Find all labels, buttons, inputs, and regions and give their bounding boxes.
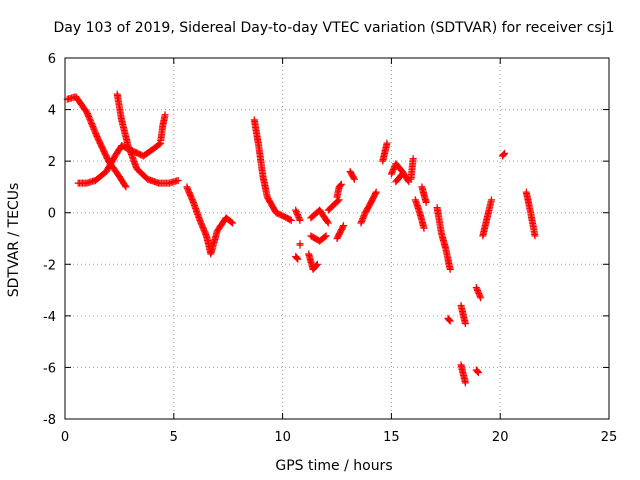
data-point	[287, 216, 295, 224]
data-point	[372, 189, 379, 197]
grid-lines	[65, 58, 609, 419]
data-point	[474, 288, 482, 296]
data-point	[323, 218, 331, 226]
x-tick-label: 25	[601, 430, 618, 445]
data-point	[473, 367, 481, 375]
data-point	[121, 182, 129, 190]
data-point	[474, 368, 482, 376]
data-point	[409, 155, 417, 163]
data-point	[156, 140, 164, 148]
data-point	[228, 218, 235, 226]
y-tick-label: 2	[48, 155, 56, 170]
y-tick-label: 4	[48, 104, 56, 119]
data-point	[322, 232, 330, 240]
data-point	[420, 224, 428, 232]
data-point	[398, 170, 406, 178]
data-point	[292, 253, 300, 261]
data-point	[122, 183, 130, 191]
data-point	[474, 369, 482, 377]
chart-title: Day 103 of 2019, Sidereal Day-to-day VTE…	[53, 20, 614, 36]
data-point	[383, 139, 391, 147]
data-point	[445, 316, 453, 324]
y-tick-label: -2	[43, 258, 56, 273]
data-point	[293, 254, 301, 262]
y-tick-label: -4	[43, 310, 56, 325]
data-point	[397, 171, 405, 179]
data-point	[446, 317, 454, 325]
data-point	[500, 150, 508, 158]
data-point	[461, 379, 469, 387]
data-point	[296, 216, 304, 224]
data-point	[461, 320, 469, 328]
data-point	[360, 212, 368, 220]
x-tick-label: 0	[61, 430, 69, 445]
data-point	[372, 188, 380, 196]
data-point	[340, 222, 347, 230]
data-point	[294, 212, 302, 220]
data-point	[174, 177, 182, 184]
data-point	[446, 265, 454, 273]
data-point	[324, 219, 332, 227]
x-tick-label: 15	[383, 430, 400, 445]
x-axis-label: GPS time / hours	[275, 458, 392, 474]
data-point	[337, 181, 345, 189]
data-point	[337, 180, 345, 188]
y-tick-label: 0	[48, 207, 56, 222]
data-point	[321, 233, 329, 241]
data-point	[477, 294, 485, 302]
y-tick-label: -6	[43, 361, 56, 376]
x-tick-label: 20	[492, 430, 509, 445]
y-tick-label: 6	[48, 52, 56, 67]
data-point	[389, 167, 397, 175]
data-point	[296, 241, 304, 249]
data-point	[161, 111, 169, 119]
axis-ticks: 0 5 10 15 20 25 -8 -6 -4 -2 0 2 4 6	[43, 52, 617, 445]
data-point	[445, 315, 453, 323]
data-point	[229, 219, 237, 227]
x-tick-label: 10	[274, 430, 291, 445]
data-point	[294, 255, 302, 263]
x-tick-label: 5	[170, 430, 178, 445]
data-point	[422, 198, 430, 206]
data-point	[488, 196, 495, 204]
data-point	[313, 260, 321, 268]
data-points	[63, 90, 539, 387]
data-point	[334, 197, 342, 205]
y-tick-label: -8	[43, 413, 56, 428]
data-point	[313, 261, 320, 269]
data-point	[499, 151, 507, 159]
data-point	[350, 175, 358, 183]
y-axis-label: SDTVAR / TECUs	[6, 183, 22, 298]
plot-frame	[64, 57, 610, 420]
data-point	[350, 174, 358, 182]
data-point	[531, 232, 539, 240]
data-point	[501, 149, 509, 157]
